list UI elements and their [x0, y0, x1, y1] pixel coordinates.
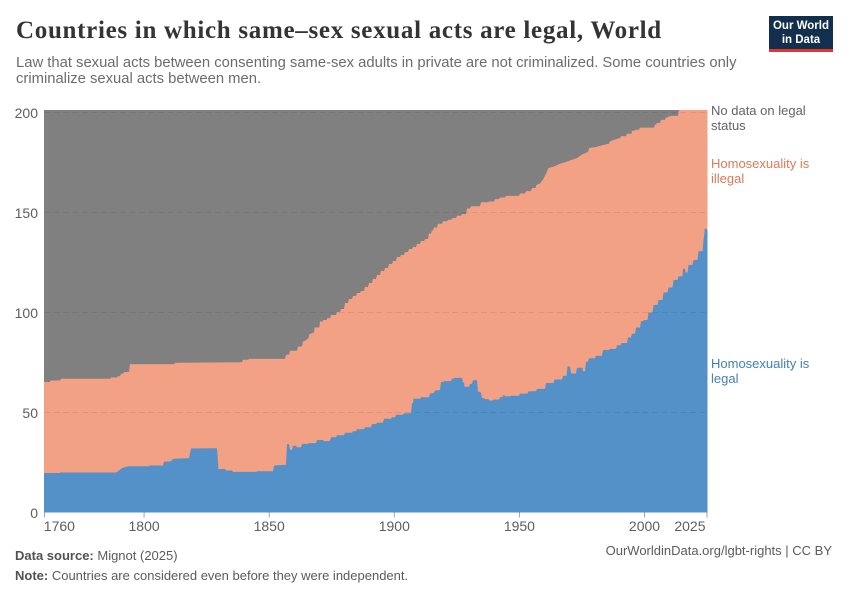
svg-text:1900: 1900	[379, 518, 410, 534]
svg-text:2025: 2025	[674, 518, 705, 534]
svg-text:200: 200	[15, 105, 39, 121]
svg-text:1800: 1800	[129, 518, 160, 534]
svg-text:1850: 1850	[254, 518, 285, 534]
svg-text:1760: 1760	[44, 518, 75, 534]
svg-text:1950: 1950	[504, 518, 535, 534]
svg-text:2000: 2000	[629, 518, 660, 534]
svg-text:150: 150	[15, 205, 39, 221]
svg-text:0: 0	[30, 505, 38, 521]
svg-text:100: 100	[15, 305, 39, 321]
svg-text:50: 50	[22, 405, 38, 421]
